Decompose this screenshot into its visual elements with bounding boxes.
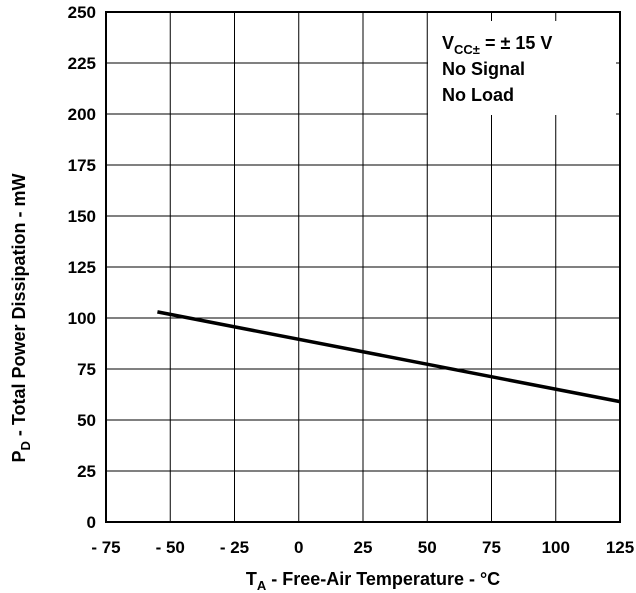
y-tick-label: 225 — [68, 54, 96, 73]
y-tick-label: 50 — [77, 411, 96, 430]
annotation-line: VCC± = ± 15 V — [442, 33, 552, 57]
series-layer — [157, 310, 621, 404]
y-axis-title-subscript: D — [18, 441, 33, 450]
x-axis-title: TA - Free-Air Temperature - °C — [246, 569, 500, 593]
x-tick-label: - 25 — [220, 538, 249, 557]
y-tick-label: 175 — [68, 156, 96, 175]
y-tick-label: 25 — [77, 462, 96, 481]
y-tick-label: 150 — [68, 207, 96, 226]
x-tick-label: 125 — [606, 538, 634, 557]
annotation-box — [428, 21, 616, 115]
x-tick-label: 0 — [294, 538, 303, 557]
y-tick-label: 75 — [77, 360, 96, 379]
x-tick-label: - 75 — [91, 538, 120, 557]
grid — [105, 11, 621, 523]
x-axis-title-subscript: A — [257, 578, 267, 593]
y-tick-label: 0 — [87, 513, 96, 532]
y-tick-label: 125 — [68, 258, 96, 277]
annotation-line: No Load — [442, 85, 514, 105]
y-tick-labels: 0 25 50 75 100 125 150 175 200 225 250 — [68, 3, 96, 532]
power-dissipation-line — [157, 310, 621, 404]
y-tick-label: 250 — [68, 3, 96, 22]
x-tick-label: 75 — [482, 538, 501, 557]
x-axis-title-text: - Free-Air Temperature - °C — [266, 569, 500, 589]
y-axis-title: PD - Total Power Dissipation - mW — [9, 173, 33, 462]
y-tick-label: 100 — [68, 309, 96, 328]
plot-frame — [105, 11, 621, 523]
x-axis-title-symbol: T — [246, 569, 257, 589]
x-tick-label: 100 — [542, 538, 570, 557]
x-tick-label: 50 — [418, 538, 437, 557]
y-axis-title-symbol: P — [9, 451, 29, 463]
y-axis-title-text: - Total Power Dissipation - mW — [9, 173, 29, 441]
x-tick-label: 25 — [354, 538, 373, 557]
annotation-line: No Signal — [442, 59, 525, 79]
y-tick-label: 200 — [68, 105, 96, 124]
x-tick-labels: - 75 - 50 - 25 0 25 50 75 100 125 — [91, 538, 634, 557]
x-tick-label: - 50 — [156, 538, 185, 557]
annotation: VCC± = ± 15 VNo Signal No Load — [442, 33, 552, 105]
